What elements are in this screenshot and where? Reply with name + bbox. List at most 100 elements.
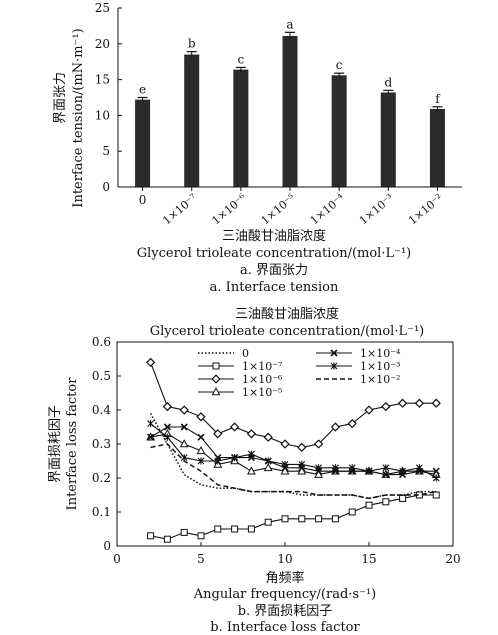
line-chart-xtick-label: 10 [277,552,292,566]
bar [184,54,200,187]
line-chart-legend-title-cn: 三油酸甘油脂浓度 [235,306,339,322]
series-line [150,423,437,479]
data-point [196,412,206,422]
data-point [298,460,306,468]
line-chart-xlabel-cn: 角频率 [265,570,304,586]
series-1 [147,491,440,543]
bar-chart-ytick-label: 5 [102,144,110,158]
data-point [229,422,240,432]
data-point [365,467,373,475]
data-point [315,515,323,523]
legend-label: 1×10⁻⁵ [242,386,282,399]
data-point [281,515,289,523]
series-line [149,413,437,500]
bar-chart-xtick-label: 1×10⁻⁵ [259,191,298,227]
data-point [147,420,154,428]
series-line [150,443,437,500]
data-point [214,525,222,533]
significance-letter: b [188,37,196,51]
legend-label: 1×10⁻² [360,373,400,386]
data-point [231,454,238,462]
series-0 [149,413,437,500]
bar-chart-xlabel: Glycerol trioleate concentration/(mol·L⁻… [137,246,412,261]
data-point [264,518,272,526]
legend-marker [212,362,220,370]
series-6 [150,443,437,500]
data-point [197,532,205,540]
bar-chart-xtick-label: 1×10⁻⁴ [308,191,348,227]
bar [233,69,249,187]
significance-letter: f [435,92,441,106]
bar-chart-interface-tension: e b c a c d f 0 1×10⁻⁷ 1×10⁻⁶ 1×10⁻⁵ 1×10⁻⁴ 1×10⁻³ 1… [53,1,462,295]
data-point [348,508,356,516]
data-point [397,398,408,408]
data-point [246,429,257,439]
line-chart-ytick-label: 0 [103,539,111,553]
bar [429,108,445,187]
bar-chart-xlabel-cn: 三油酸甘油脂浓度 [222,228,326,244]
line-chart-ytick-label: 0.4 [92,403,111,417]
legend-marker [330,349,338,357]
data-point [263,462,273,472]
line-chart-ytick-label: 0.5 [92,369,111,383]
data-point [264,457,272,465]
data-point [247,525,255,533]
data-point [214,457,222,465]
data-point [196,445,206,455]
bar-chart-ylabel-cn: 界面张力 [53,72,68,124]
data-point [231,525,239,533]
significance-letter: d [384,75,392,89]
data-point [348,464,356,472]
data-point [147,433,155,441]
line-chart-xtick-label: 5 [197,552,205,566]
data-point [163,535,171,543]
data-point [365,501,373,509]
bar [135,99,151,187]
data-point [297,442,307,453]
line-chart-caption: b. Interface loss factor [210,620,360,635]
bar-chart-caption-cn: a. 界面张力 [240,263,308,278]
series-2 [145,357,441,453]
data-point [431,398,441,408]
line-chart-ytick-label: 0.6 [92,335,111,349]
bar-chart-xtick-label: 0 [139,193,147,207]
line-chart-ylabel-cn: 界面损耗因子 [48,405,63,483]
legend-marker [211,387,221,396]
line-chart-xlabel: Angular frequency/(rad·s⁻¹) [193,587,377,602]
data-point [414,398,425,408]
data-point [263,432,273,442]
data-point [197,433,205,441]
data-point [364,405,374,415]
data-point [432,491,440,499]
line-chart-interface-loss-factor: 三油酸甘油脂浓度 Glycerol trioleate concentratio… [48,306,461,635]
legend-label: 0 [242,347,249,360]
data-point [382,498,390,506]
legend-label: 1×10⁻³ [360,360,400,373]
line-chart-xtick-label: 0 [113,552,121,566]
significance-letter: a [286,17,293,31]
data-point [347,418,357,429]
data-point [246,466,256,475]
bar-chart-ytick-label: 20 [95,37,110,51]
series-line [150,433,437,476]
data-point [432,474,440,482]
data-point [382,464,390,472]
data-point [162,401,173,412]
data-point [399,494,407,502]
data-point [332,464,339,472]
line-chart-ytick-label: 0.2 [92,471,111,485]
legend-marker [330,362,338,370]
data-point [164,433,171,441]
bar [282,35,298,188]
bar [331,75,347,187]
bar-chart-ylabel: Interface tension/(mN·m⁻¹) [71,28,86,207]
data-point [145,357,156,368]
data-point [416,464,423,472]
line-chart-caption-cn: b. 界面损耗因子 [238,604,333,619]
bar-chart-ytick-label: 10 [95,108,110,122]
bar-chart-xtick-label: 1×10⁻³ [357,191,396,227]
data-point [313,439,324,449]
legend-label: 1×10⁻⁶ [242,373,283,386]
data-point [298,515,306,523]
